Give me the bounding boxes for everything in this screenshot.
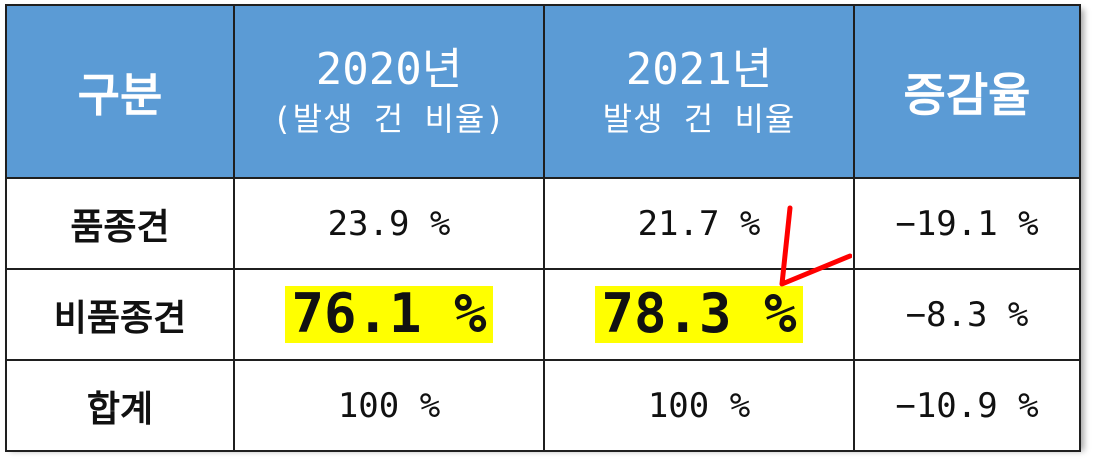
header-2020: 2020년 (발생 건 비율) bbox=[233, 4, 545, 179]
table-row: 비품종견 76.1 % 78.3 % −8.3 % bbox=[5, 268, 1081, 361]
header-category: 구분 bbox=[5, 4, 235, 179]
highlighted-value-2021: 78.3 % bbox=[595, 285, 803, 343]
highlighted-value-2020: 76.1 % bbox=[285, 285, 493, 343]
row-label: 품종견 bbox=[5, 177, 235, 270]
value-change: −19.1 % bbox=[853, 177, 1081, 270]
header-change: 증감율 bbox=[853, 4, 1081, 179]
value-2021-cell: 78.3 % bbox=[543, 268, 855, 361]
header-category-label: 구분 bbox=[77, 67, 163, 122]
row-label: 합계 bbox=[5, 359, 235, 452]
value-change: −10.9 % bbox=[853, 359, 1081, 452]
value-2020: 23.9 % bbox=[233, 177, 545, 270]
table-row: 합계 100 % 100 % −10.9 % bbox=[5, 359, 1081, 452]
header-2021: 2021년 발생 건 비율 bbox=[543, 4, 855, 179]
header-2020-subtitle: (발생 건 비율) bbox=[272, 99, 506, 138]
header-row: 구분 2020년 (발생 건 비율) 2021년 발생 건 비율 증감율 bbox=[5, 4, 1081, 179]
value-2020: 100 % bbox=[233, 359, 545, 452]
header-change-label: 증감율 bbox=[903, 67, 1031, 122]
header-2021-subtitle: 발생 건 비율 bbox=[602, 99, 796, 138]
value-2021: 100 % bbox=[543, 359, 855, 452]
value-2020-cell: 76.1 % bbox=[233, 268, 545, 361]
value-change: −8.3 % bbox=[853, 268, 1081, 361]
header-2021-year: 2021년 bbox=[625, 43, 773, 95]
data-table-frame: 구분 2020년 (발생 건 비율) 2021년 발생 건 비율 증감율 품종견… bbox=[5, 4, 1081, 452]
header-2020-year: 2020년 bbox=[315, 43, 463, 95]
value-2021: 21.7 % bbox=[543, 177, 855, 270]
table-row: 품종견 23.9 % 21.7 % −19.1 % bbox=[5, 177, 1081, 270]
row-label: 비품종견 bbox=[5, 268, 235, 361]
statistics-table: 구분 2020년 (발생 건 비율) 2021년 발생 건 비율 증감율 품종견… bbox=[5, 4, 1081, 452]
